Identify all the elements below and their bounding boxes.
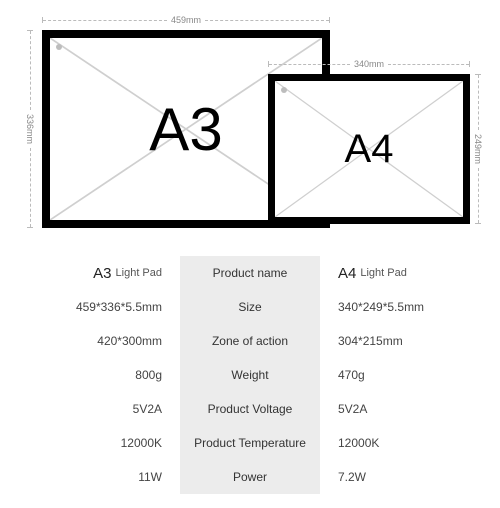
spec-table: A3 Light PadProduct nameA4 Light Pad 459*… <box>20 256 480 494</box>
a3-width-label: 459mm <box>167 15 205 25</box>
a3-width-dim: 459mm <box>42 14 330 26</box>
a4-pad: A4 <box>268 74 470 224</box>
spec-a3-value: 800g <box>20 358 180 392</box>
spec-a3-value: 459*336*5.5mm <box>20 290 180 324</box>
a4-width-label: 340mm <box>350 59 388 69</box>
spec-a4-value: A4 Light Pad <box>320 256 480 290</box>
canvas: 459mm 336mm A3 340mm 249mm <box>0 8 500 508</box>
power-dot-icon <box>281 87 287 93</box>
spec-a4-value: 470g <box>320 358 480 392</box>
power-dot-icon <box>56 44 62 50</box>
a3-height-dim: 336mm <box>24 30 36 228</box>
spec-a3-value: 5V2A <box>20 392 180 426</box>
a4-size-label: A4 <box>345 127 394 172</box>
spec-label: Weight <box>180 358 320 392</box>
spec-a4-value: 12000K <box>320 426 480 460</box>
a4-width-dim: 340mm <box>268 58 470 70</box>
spec-label: Product name <box>180 256 320 290</box>
a3-height-label: 336mm <box>25 110 35 148</box>
spec-label: Product Temperature <box>180 426 320 460</box>
spec-a4-value: 340*249*5.5mm <box>320 290 480 324</box>
a3-size-label: A3 <box>149 95 222 164</box>
spec-a4-value: 5V2A <box>320 392 480 426</box>
spec-a3-value: 12000K <box>20 426 180 460</box>
spec-label: Zone of action <box>180 324 320 358</box>
spec-a4-value: 304*215mm <box>320 324 480 358</box>
spec-a4-value: 7.2W <box>320 460 480 494</box>
size-diagram: 459mm 336mm A3 340mm 249mm <box>20 8 480 238</box>
spec-a3-value: 420*300mm <box>20 324 180 358</box>
a4-height-dim: 249mm <box>472 74 484 224</box>
spec-a3-value: A3 Light Pad <box>20 256 180 290</box>
spec-a3-value: 11W <box>20 460 180 494</box>
spec-label: Product Voltage <box>180 392 320 426</box>
spec-label: Power <box>180 460 320 494</box>
a4-height-label: 249mm <box>473 130 483 168</box>
spec-label: Size <box>180 290 320 324</box>
